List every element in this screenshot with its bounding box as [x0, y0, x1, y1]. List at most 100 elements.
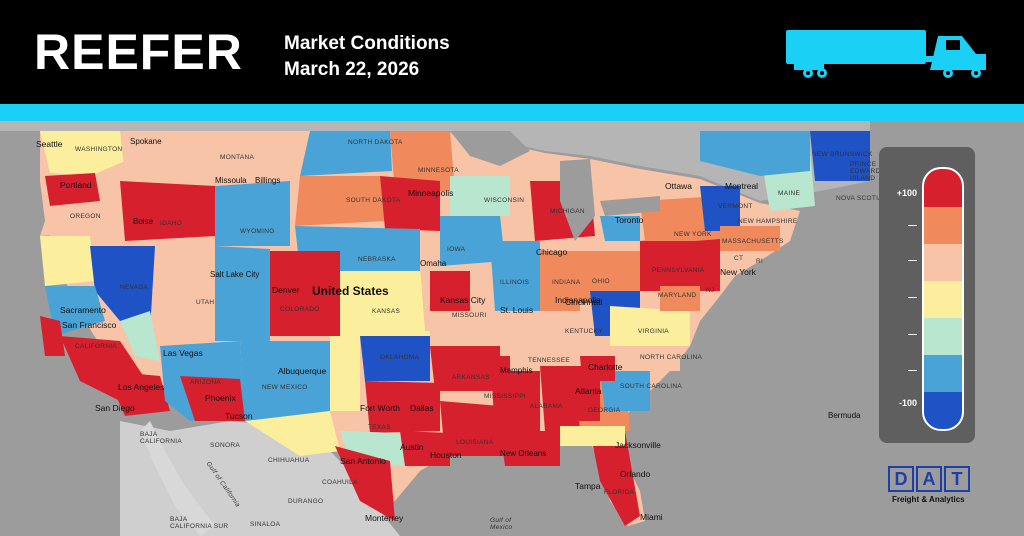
- region-dfw: [365, 381, 440, 433]
- region-n-cal: [40, 236, 95, 286]
- city-houston: Houston: [430, 450, 462, 460]
- state-label: MICHIGAN: [550, 208, 585, 215]
- gulf-water: [400, 446, 640, 536]
- legend-tick: —: [908, 329, 917, 339]
- city-dallas: Dallas: [410, 403, 434, 413]
- region-md: [660, 286, 700, 311]
- legend-swatch: [924, 355, 962, 392]
- region-kansas: [340, 271, 430, 336]
- region-canada-east: [700, 131, 810, 176]
- logo-tagline: Freight & Analytics: [892, 495, 965, 504]
- city-san-francisco: San Francisco: [62, 320, 117, 330]
- water-label: Gulf of Mexico: [490, 517, 513, 531]
- region-nb: [810, 131, 870, 181]
- state-label: LOUISIANA: [456, 439, 494, 446]
- state-label: CALIFORNIA: [75, 343, 118, 350]
- city-san-antonio: San Antonio: [340, 456, 386, 466]
- legend-label-bottom: -100: [898, 398, 917, 408]
- city-albuquerque: Albuquerque: [278, 366, 327, 376]
- mx-state-label: BAJA CALIFORNIA SUR: [170, 516, 229, 530]
- region-la: [105, 371, 170, 416]
- city-orlando: Orlando: [620, 469, 651, 479]
- city-las-vegas: Las Vegas: [163, 348, 203, 358]
- state-label: NEW BRUNSWICK: [812, 151, 873, 158]
- subtitle-date: March 22, 2026: [284, 59, 420, 80]
- mx-state-label: BAJA CALIFORNIA: [140, 431, 183, 445]
- city-phoenix: Phoenix: [205, 393, 236, 403]
- canada-land: [0, 121, 870, 201]
- accent-stripe: [0, 104, 1024, 121]
- state-label: NOVA SCOTIA: [836, 195, 883, 202]
- region-houston: [400, 431, 450, 466]
- region-mn-south: [380, 176, 440, 231]
- state-label: SOUTH CAROLINA: [620, 383, 682, 390]
- state-label: TEXAS: [368, 424, 391, 431]
- state-label: IDAHO: [160, 220, 183, 227]
- region-sf: [40, 316, 65, 356]
- region-phx: [180, 376, 245, 421]
- mx-state-label: SINALOA: [250, 521, 281, 528]
- region-wa: [40, 131, 125, 176]
- region-fl: [590, 431, 640, 526]
- region-nd: [300, 131, 392, 176]
- state-label: OREGON: [70, 213, 101, 220]
- great-lakes: [450, 131, 660, 241]
- region-wa-east: [120, 131, 165, 176]
- city-montreal: Montreal: [725, 181, 759, 191]
- state-label: RI: [756, 258, 764, 265]
- region-tx-west: [245, 411, 340, 456]
- region-kc: [430, 271, 470, 311]
- legend-tick: —: [908, 292, 917, 302]
- state-label: INDIANA: [552, 279, 581, 286]
- mx-state-label: CHIHUAHUA: [268, 457, 310, 464]
- state-label: MAINE: [778, 190, 801, 197]
- state-label: VERMONT: [718, 203, 753, 210]
- city-memphis: Memphis: [500, 366, 533, 375]
- city-chicago: Chicago: [536, 247, 568, 257]
- region-iowa: [440, 216, 505, 266]
- city-spokane: Spokane: [130, 137, 162, 146]
- region-il: [490, 241, 540, 311]
- state-label: SOUTH DAKOTA: [346, 197, 401, 204]
- region-in: [540, 251, 580, 311]
- city-charlotte: Charlotte: [588, 362, 623, 372]
- legend-tick: —: [908, 365, 917, 375]
- legend-panel: +100 — — — — — -100: [879, 147, 975, 443]
- state-label: WASHINGTON: [75, 146, 123, 153]
- legend-swatch: [924, 281, 962, 318]
- region-sa: [335, 446, 395, 521]
- region-toronto: [600, 216, 640, 241]
- city-jacksonville: Jacksonville: [615, 440, 661, 450]
- state-label: PENNSYLVANIA: [652, 267, 705, 274]
- state-label: ARIZONA: [190, 379, 221, 386]
- city-denver: Denver: [272, 285, 300, 295]
- region-nyc: [695, 239, 720, 291]
- state-label: NEVADA: [120, 284, 149, 291]
- legend-swatch: [924, 169, 962, 207]
- state-label: MONTANA: [220, 154, 255, 161]
- city-omaha: Omaha: [420, 259, 447, 268]
- state-label: MASSACHUSETTS: [722, 238, 784, 245]
- legend-tick: —: [908, 220, 917, 230]
- legend-color-scale: [922, 167, 964, 431]
- city-missoula: Missoula: [215, 176, 247, 185]
- region-ne-vt: [700, 186, 740, 231]
- city-monterrey: Monterrey: [365, 513, 404, 523]
- logo-letter-d: D: [888, 466, 914, 492]
- state-label: OHIO: [592, 278, 610, 285]
- state-label: VIRGINIA: [638, 328, 669, 335]
- city-tucson: Tucson: [225, 411, 253, 421]
- state-label: FLORIDA: [604, 489, 635, 496]
- region-co-west: [215, 246, 270, 341]
- page-title: REEFER: [34, 24, 243, 80]
- state-label: PRINCE EDWARD ISLAND: [850, 161, 881, 182]
- region-portland: [45, 173, 100, 206]
- region-ok: [360, 336, 430, 381]
- region-denver: [270, 251, 340, 336]
- region-ky: [540, 311, 610, 341]
- region-ms: [490, 356, 540, 431]
- region-wy: [215, 181, 290, 246]
- state-label: WYOMING: [240, 228, 275, 235]
- logo-letter-t: T: [944, 466, 970, 492]
- state-label: NEW YORK: [674, 231, 712, 238]
